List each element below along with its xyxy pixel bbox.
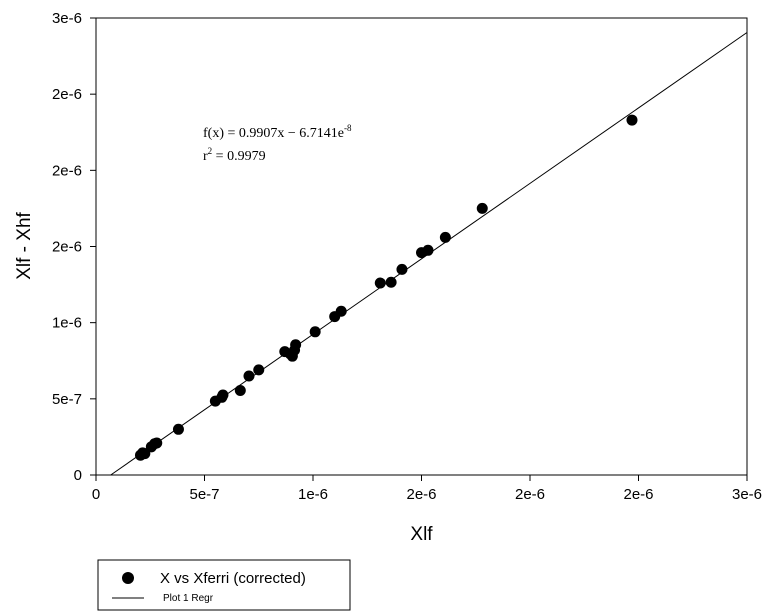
y-axis-ticks: 0 5e-7 1e-6 2e-6 2e-6 2e-6 3e-6 [52, 10, 96, 484]
data-point [374, 277, 386, 289]
data-point [626, 114, 638, 126]
x-tick-label: 3e-6 [732, 486, 762, 503]
x-tick-label: 2e-6 [623, 486, 653, 503]
y-tick-label: 0 [74, 467, 82, 484]
legend-label-points: X vs Xferri (corrected) [160, 570, 306, 587]
y-tick-label: 2e-6 [52, 162, 82, 179]
data-point [151, 437, 163, 449]
y-tick-label: 2e-6 [52, 86, 82, 103]
y-tick-label: 2e-6 [52, 239, 82, 256]
legend: X vs Xferri (corrected) Plot 1 Regr [97, 559, 351, 611]
y-tick-label: 3e-6 [52, 10, 82, 27]
legend-marker-points [122, 572, 134, 584]
y-axis-title: Xlf - Xhf [14, 211, 35, 279]
data-point [476, 202, 488, 214]
data-point [396, 263, 408, 275]
data-point [172, 423, 184, 435]
data-point [253, 364, 265, 376]
data-point [234, 384, 246, 396]
x-axis-ticks: 0 5e-7 1e-6 2e-6 2e-6 2e-6 3e-6 [92, 475, 762, 503]
data-point [290, 339, 302, 351]
data-point [139, 448, 151, 460]
legend-box [97, 559, 351, 611]
x-tick-label: 2e-6 [515, 486, 545, 503]
plot-frame [95, 17, 748, 476]
x-tick-label: 0 [92, 486, 100, 503]
plot-marks [110, 32, 748, 476]
y-tick-label: 5e-7 [52, 391, 82, 408]
x-axis-title: Xlf [410, 524, 433, 545]
data-point [439, 231, 451, 243]
legend-label-line: Plot 1 Regr [163, 593, 214, 604]
x-tick-label: 5e-7 [189, 486, 219, 503]
y-tick-label: 1e-6 [52, 315, 82, 332]
data-point [309, 326, 321, 338]
data-point [335, 305, 347, 317]
x-tick-label: 2e-6 [406, 486, 436, 503]
data-point [243, 370, 255, 382]
regression-annotation: f(x) = 0.9907x − 6.7141e-8 r2 = 0.9979 [203, 123, 352, 164]
data-point [385, 276, 397, 288]
r-squared-text: r2 = 0.9979 [203, 146, 266, 164]
data-point [217, 389, 229, 401]
equation-text: f(x) = 0.9907x − 6.7141e-8 [203, 123, 352, 141]
x-tick-label: 1e-6 [298, 486, 328, 503]
data-point [422, 244, 434, 256]
